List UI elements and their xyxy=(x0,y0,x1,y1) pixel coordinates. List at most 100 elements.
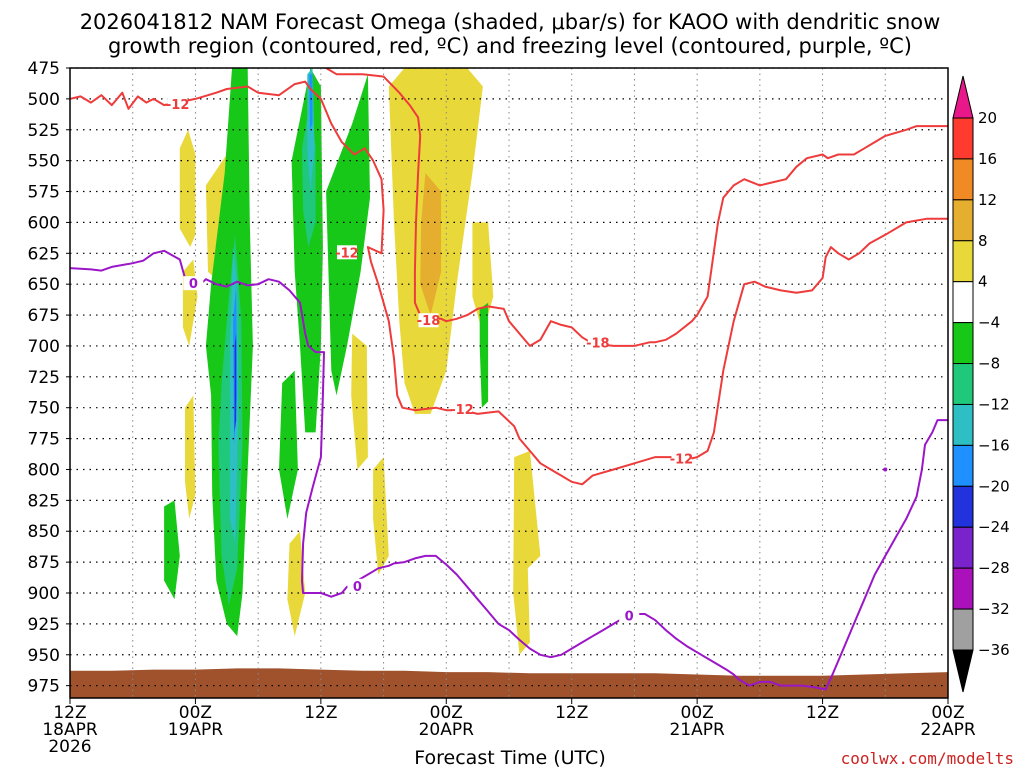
y-tick-label-2: 525 xyxy=(28,121,60,141)
contour-label-extra-bg-0 xyxy=(336,245,357,260)
y-tick-label-10: 725 xyxy=(28,368,60,388)
contour-label-bg-1 xyxy=(418,313,439,328)
plot-frame xyxy=(69,67,949,699)
colorbar-bin-0 xyxy=(952,117,974,160)
colorbar-label-11: −28 xyxy=(978,559,1010,577)
omega-region-4 xyxy=(287,531,306,637)
omega-region-10 xyxy=(420,173,442,316)
y-tick-label-8: 675 xyxy=(28,306,60,326)
x-tick-label-2-1: 12Z xyxy=(304,703,337,723)
colorbar-label-13: −36 xyxy=(978,641,1010,659)
colorbar-label-3: 8 xyxy=(978,232,988,250)
colorbar: 20 16 12 8 4 −4 −8 −12 −16 −20 −24 −28 −32 −36 xyxy=(952,75,1010,693)
y-tick-label-0: 475 xyxy=(28,59,60,79)
colorbar-label-7: −12 xyxy=(978,395,1010,413)
terrain-layer xyxy=(70,668,948,698)
contour-label-0: -12 xyxy=(166,98,190,113)
omega-region-22 xyxy=(309,74,313,130)
omega-region-12 xyxy=(164,500,180,600)
omega-region-6 xyxy=(373,457,389,575)
x-tick-label-6-1: 12Z xyxy=(806,703,839,723)
omega-region-9 xyxy=(513,450,541,655)
x-tick-label-7-2: 22APR xyxy=(920,720,976,740)
contour-label-extra-bg-4 xyxy=(347,578,368,593)
y-tick-label-1: 500 xyxy=(28,90,60,110)
x-tick-label-3-2: 20APR xyxy=(419,720,475,740)
y-tick-label-16: 875 xyxy=(28,553,60,573)
colorbar-bin-3 xyxy=(952,240,974,283)
colorbar-label-2: 12 xyxy=(978,191,997,209)
x-tick-label-0-1: 12Z xyxy=(53,703,86,723)
x-tick-label-7-1: 00Z xyxy=(931,703,964,723)
x-tick-label-0-2: 18APR xyxy=(42,720,98,740)
y-tick-label-5: 600 xyxy=(28,213,60,233)
contour-label-2: 0 xyxy=(189,277,198,292)
colorbar-bin-8 xyxy=(952,444,974,487)
colorbar-label-0: 20 xyxy=(978,109,997,127)
contour-label-bg-2 xyxy=(183,276,204,291)
colorbar-bin-4 xyxy=(952,281,974,324)
contour-label-extra-4: 0 xyxy=(353,580,362,595)
x-tick-label-3-1: 00Z xyxy=(430,703,463,723)
y-tick-label-13: 800 xyxy=(28,460,60,480)
chart-title-line2: growth region (contoured, red, ºC) and f… xyxy=(108,34,912,58)
colorbar-bin-10 xyxy=(952,526,974,569)
contour-label-extra-2: -12 xyxy=(670,453,694,468)
y-tick-label-19: 950 xyxy=(28,646,60,666)
colorbar-label-6: −8 xyxy=(978,355,1000,373)
y-tick-label-6: 625 xyxy=(28,244,60,264)
contour-label-extra-5: 0 xyxy=(625,609,634,624)
colorbar-bin-12 xyxy=(952,608,974,651)
x-tick-label-0-3: 2026 xyxy=(48,737,91,757)
chart-title: 2026041812 NAM Forecast Omega (shaded, μ… xyxy=(80,10,941,34)
x-axis-label: Forecast Time (UTC) xyxy=(414,747,605,768)
omega-region-5 xyxy=(351,333,368,470)
colorbar-bin-9 xyxy=(952,485,974,528)
y-axis-ticks: 475 500 525 550 575 600 625 650 675 700 725 750 775 8… xyxy=(28,59,70,697)
terrain-fill xyxy=(70,668,948,698)
omega-region-13 xyxy=(279,370,298,519)
freezing-level-dot xyxy=(883,467,888,472)
contour-label-extra-bg-1 xyxy=(451,402,472,417)
x-tick-label-1-2: 19APR xyxy=(168,720,224,740)
contour-label-extra-bg-5 xyxy=(619,608,640,623)
contour-line-2 xyxy=(70,249,948,691)
y-tick-label-17: 900 xyxy=(28,584,60,604)
x-tick-label-4-1: 12Z xyxy=(555,703,588,723)
y-tick-label-20: 975 xyxy=(28,677,60,697)
y-tick-label-3: 550 xyxy=(28,152,60,172)
y-tick-label-12: 775 xyxy=(28,430,60,450)
contour-label-extra-1: -12 xyxy=(450,403,474,418)
colorbar-label-9: −20 xyxy=(978,477,1010,495)
credit-text: coolwx.com/modelts xyxy=(841,749,1014,768)
x-tick-label-1-1: 00Z xyxy=(179,703,212,723)
colorbar-bin-2 xyxy=(952,199,974,242)
contour-label-1: -18 xyxy=(417,314,441,329)
plot-area xyxy=(70,68,948,698)
y-tick-label-4: 575 xyxy=(28,183,60,203)
colorbar-bin-1 xyxy=(952,158,974,201)
colorbar-label-12: −32 xyxy=(978,600,1010,618)
colorbar-label-4: 4 xyxy=(978,273,988,291)
colorbar-bottom-arrow xyxy=(952,649,974,693)
omega-region-2 xyxy=(185,395,196,519)
colorbar-label-5: −4 xyxy=(978,314,1000,332)
y-tick-label-9: 700 xyxy=(28,337,60,357)
contour-labels: -12 -18 0 -12 -12 -12 -18 0 0 xyxy=(166,97,888,624)
x-tick-label-5-1: 00Z xyxy=(681,703,714,723)
omega-region-23 xyxy=(234,333,237,433)
colorbar-label-8: −16 xyxy=(978,436,1010,454)
y-tick-label-7: 650 xyxy=(28,275,60,295)
contour-label-bg-0 xyxy=(167,97,188,112)
x-tick-label-5-2: 21APR xyxy=(669,720,725,740)
omega-region-16 xyxy=(479,302,489,408)
colorbar-top-arrow xyxy=(952,75,974,119)
colorbar-bin-6 xyxy=(952,363,974,405)
y-tick-label-11: 750 xyxy=(28,399,60,419)
colorbar-label-10: −24 xyxy=(978,518,1010,536)
colorbar-bin-5 xyxy=(952,322,974,365)
y-tick-label-15: 850 xyxy=(28,522,60,542)
contour-label-extra-bg-2 xyxy=(671,451,692,466)
